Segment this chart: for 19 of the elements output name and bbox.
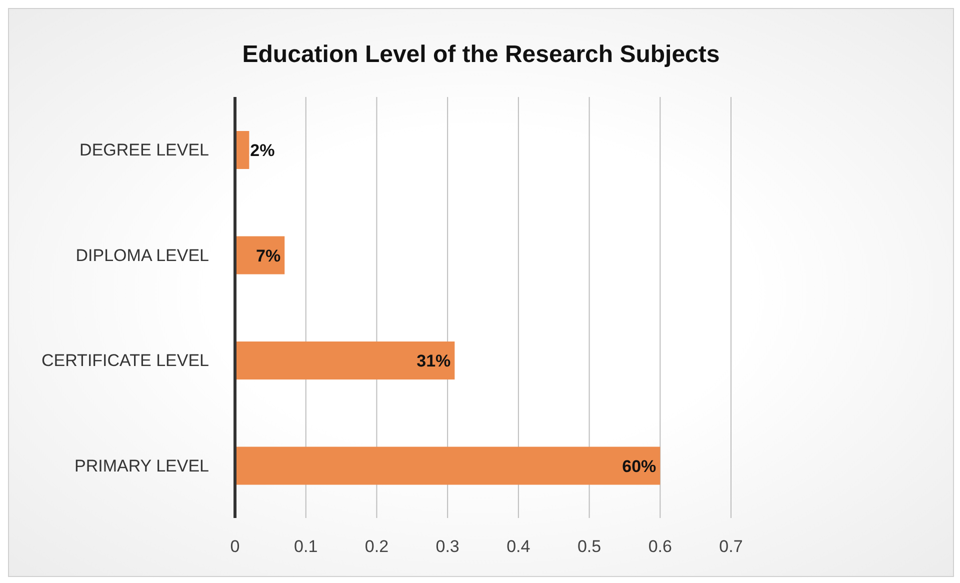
bar <box>235 342 455 380</box>
y-tick-label: DEGREE LEVEL <box>80 140 209 160</box>
y-tick-label: DIPLOMA LEVEL <box>76 246 209 265</box>
x-tick-label: 0 <box>230 537 240 556</box>
data-label: 2% <box>250 141 275 160</box>
x-tick-label: 0.2 <box>364 537 389 556</box>
data-label: 60% <box>622 456 656 476</box>
y-tick-label: PRIMARY LEVEL <box>74 456 209 476</box>
bar <box>235 446 660 485</box>
x-tick-label: 0.7 <box>719 537 743 556</box>
chart-title: Education Level of the Research Subjects <box>241 41 721 69</box>
data-label: 7% <box>256 246 281 266</box>
data-label: 31% <box>416 352 451 370</box>
x-tick-label: 0.6 <box>648 537 672 556</box>
x-tick-label: 0.5 <box>577 537 602 556</box>
x-tick-label: 0.1 <box>294 537 318 556</box>
y-tick-label: CERTIFICATE LEVEL <box>41 351 209 370</box>
x-tick-label: 0.3 <box>436 537 460 556</box>
x-tick-label: 0.4 <box>506 537 530 556</box>
